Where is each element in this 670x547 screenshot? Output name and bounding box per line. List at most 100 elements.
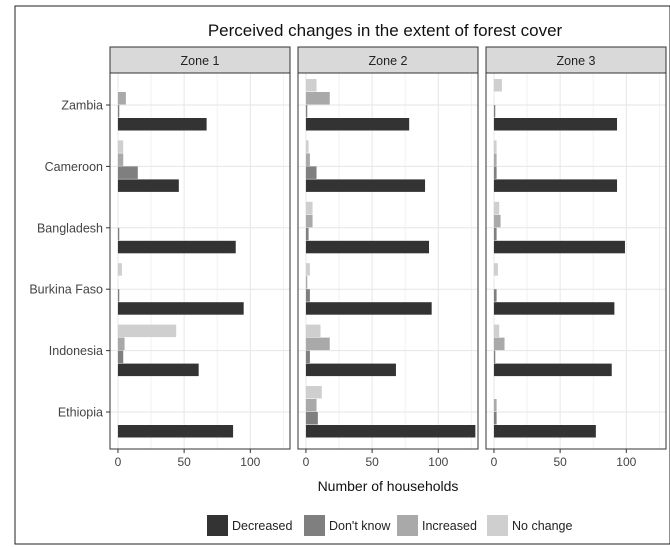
bar-decreased-indonesia [305,363,396,377]
bar-increased-cameroon [493,153,497,166]
bar-increased-indonesia [493,337,505,351]
bar-decreased-cameroon [117,179,179,192]
bar-no-change-zambia [305,79,317,92]
bar-increased-bangladesh [493,214,501,228]
bar-don-t-know-ethiopia [493,412,497,425]
legend-label: Decreased [232,519,292,533]
legend-label: No change [512,519,573,533]
facet-strip [297,46,479,74]
y-tick-label-bangladesh: Bangladesh [37,221,103,235]
bar-decreased-cameroon [493,179,618,192]
facet-strip [109,46,291,74]
bar-increased-indonesia [117,337,125,351]
bar-no-change-burkina-faso [117,263,122,276]
y-tick-label-cameroon: Cameroon [45,160,103,174]
bar-no-change-burkina-faso [305,263,310,276]
panel-3: Zone 3 0 50 100 [485,46,667,469]
facet-strip-label: Zone 1 [181,54,220,68]
bar-increased-zambia [305,92,330,105]
legend-label: Increased [422,519,477,533]
bar-no-change-ethiopia [305,386,322,399]
bar-no-change-zambia [493,79,502,92]
bar-decreased-zambia [117,118,207,131]
bar-decreased-zambia [493,118,618,131]
bar-increased-ethiopia [493,399,497,412]
x-tick-label: 100 [240,455,260,469]
bar-decreased-bangladesh [117,240,236,254]
y-tick-label-indonesia: Indonesia [49,344,103,358]
legend: Decreased Don't know Increased No change [207,515,573,536]
bar-don-t-know-zambia [493,105,496,118]
bar-decreased-burkina-faso [117,302,244,315]
bar-decreased-cameroon [305,179,426,192]
bar-no-change-cameroon [305,140,309,153]
bar-don-t-know-bangladesh [117,227,120,241]
bar-don-t-know-bangladesh [493,227,497,241]
bar-don-t-know-indonesia [117,350,124,364]
bar-increased-cameroon [117,153,124,166]
chart-title: Perceived changes in the extent of fores… [208,21,563,40]
bar-don-t-know-burkina-faso [493,289,497,302]
x-axis-label: Number of households [318,478,459,494]
bar-decreased-zambia [305,118,410,131]
bar-no-change-indonesia [117,324,177,338]
bar-don-t-know-zambia [117,105,120,118]
legend-key-don-t-know [304,515,325,536]
y-tick-label-ethiopia: Ethiopia [58,406,103,420]
panel-border [109,72,291,450]
bar-no-change-cameroon [493,140,497,153]
plot-background [298,73,478,449]
bar-decreased-burkina-faso [493,302,615,315]
bar-decreased-ethiopia [117,425,234,438]
bar-don-t-know-indonesia [305,350,310,364]
bar-decreased-burkina-faso [305,302,432,315]
bar-don-t-know-burkina-faso [117,289,120,302]
x-tick-label: 50 [365,455,379,469]
bar-increased-ethiopia [305,399,317,412]
bar-decreased-ethiopia [493,425,596,438]
bar-don-t-know-cameroon [117,166,138,179]
legend-key-increased [397,515,418,536]
plot-background [486,73,666,449]
bar-no-change-cameroon [117,140,124,153]
x-tick-label: 100 [428,455,448,469]
legend-key-decreased [207,515,228,536]
bar-no-change-burkina-faso [493,263,498,276]
bar-increased-bangladesh [305,214,313,228]
panel-border [485,72,667,450]
bar-no-change-indonesia [305,324,321,338]
x-tick-label: 50 [553,455,567,469]
x-tick-label: 0 [491,455,498,469]
bar-don-t-know-zambia [305,105,308,118]
panels-layer: Zone 1 0 50 100 Zone 2 0 50 100 Zone 3 0 50 100 [109,46,667,469]
bar-no-change-bangladesh [305,201,313,215]
bar-don-t-know-ethiopia [305,412,318,425]
bar-don-t-know-cameroon [493,166,497,179]
panel-2: Zone 2 0 50 100 [297,46,479,469]
x-tick-label: 0 [303,455,310,469]
x-tick-label: 0 [115,455,122,469]
legend-label: Don't know [329,519,391,533]
bar-don-t-know-indonesia [493,350,496,364]
bar-decreased-bangladesh [305,240,430,254]
bar-no-change-bangladesh [493,201,500,215]
bar-increased-indonesia [305,337,330,351]
bar-increased-burkina-faso [305,276,308,289]
x-tick-label: 100 [616,455,636,469]
y-tick-label-zambia: Zambia [61,99,103,113]
bar-don-t-know-burkina-faso [305,289,310,302]
bar-don-t-know-cameroon [305,166,317,179]
bar-no-change-indonesia [493,324,500,338]
bar-decreased-indonesia [117,363,199,377]
bar-decreased-bangladesh [493,240,625,254]
panel-border [297,72,479,450]
bar-decreased-ethiopia [305,425,476,438]
plot-background [110,73,290,449]
bar-decreased-indonesia [493,363,612,377]
facet-strip-label: Zone 3 [557,54,596,68]
facet-strip-label: Zone 2 [369,54,408,68]
bar-don-t-know-bangladesh [305,227,309,241]
legend-key-no-change [487,515,508,536]
panel-1: Zone 1 0 50 100 [109,46,291,469]
